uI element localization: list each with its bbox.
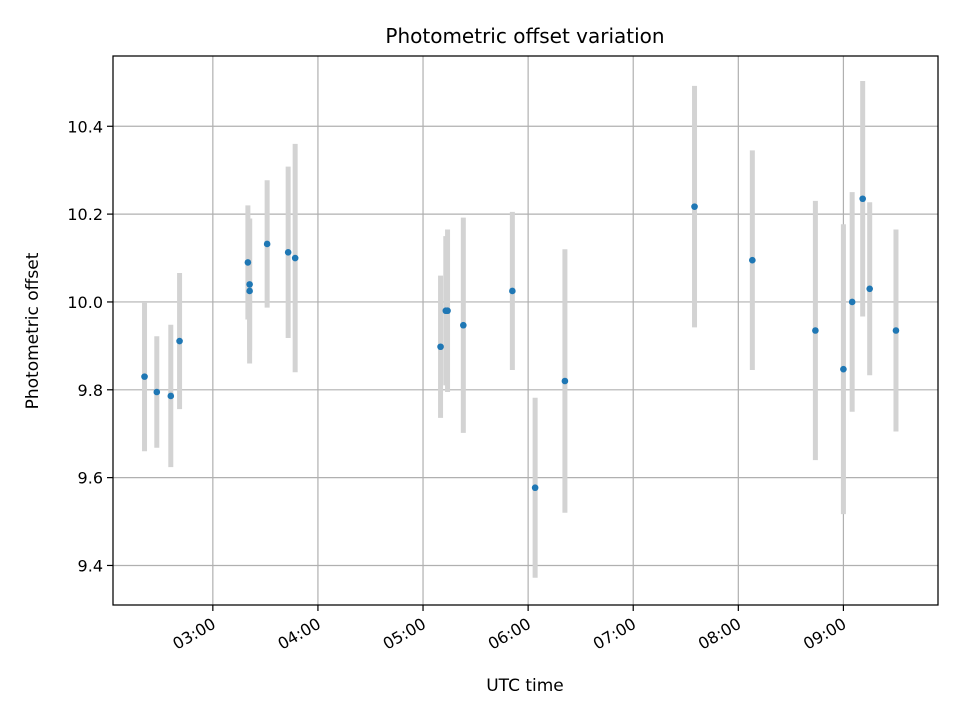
data-point bbox=[263, 240, 271, 248]
data-point bbox=[531, 484, 539, 492]
data-point bbox=[749, 256, 756, 264]
data-point bbox=[866, 285, 873, 293]
data-point bbox=[848, 298, 856, 306]
data-point bbox=[460, 321, 467, 329]
data-point bbox=[167, 392, 175, 400]
data-points bbox=[141, 195, 900, 492]
y-tick-label: 9.6 bbox=[78, 469, 103, 488]
data-point bbox=[437, 343, 444, 351]
data-point bbox=[509, 287, 516, 295]
y-tick-label: 9.8 bbox=[78, 381, 103, 400]
data-point bbox=[176, 337, 183, 345]
data-point bbox=[892, 327, 900, 334]
data-point bbox=[153, 388, 161, 396]
data-point bbox=[291, 254, 299, 262]
y-tick-label: 10.4 bbox=[67, 117, 103, 136]
data-point bbox=[691, 203, 698, 210]
data-point bbox=[284, 249, 292, 256]
data-point bbox=[246, 281, 253, 288]
y-tick-label: 9.4 bbox=[78, 556, 103, 575]
data-point bbox=[444, 307, 451, 315]
grid-lines bbox=[113, 56, 938, 605]
data-point bbox=[246, 287, 253, 295]
data-point bbox=[859, 195, 866, 203]
data-point bbox=[141, 373, 148, 380]
data-point bbox=[812, 327, 819, 334]
y-axis-ticks: 9.4 9.6 9.8 10.0 10.2 10.4 bbox=[67, 117, 113, 575]
y-axis-title: Photometric offset bbox=[23, 252, 43, 409]
plot-frame bbox=[112, 55, 939, 606]
data-point bbox=[561, 377, 569, 385]
data-point bbox=[840, 365, 847, 373]
chart-title: Photometric offset variation bbox=[385, 24, 664, 48]
x-axis-title: UTC time bbox=[486, 676, 564, 696]
y-tick-label: 10.2 bbox=[67, 205, 103, 224]
data-point bbox=[244, 259, 252, 266]
y-tick-label: 10.0 bbox=[67, 293, 103, 312]
